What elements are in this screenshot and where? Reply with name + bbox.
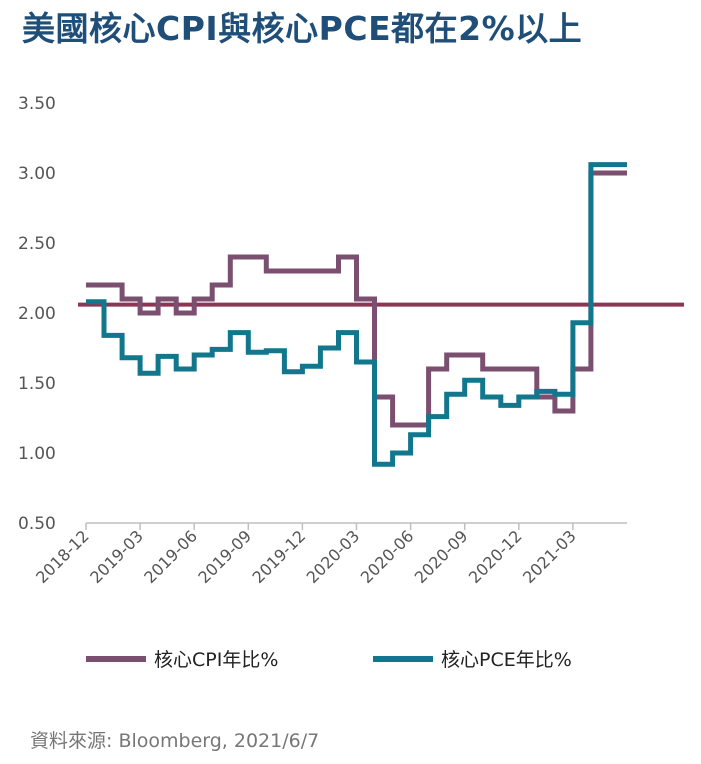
chart-title: 美國核心CPI與核心PCE都在2%以上 [22, 9, 583, 48]
x-tick-label: 2019-09 [194, 526, 255, 587]
y-tick-label: 1.50 [18, 374, 56, 394]
x-tick-label: 2019-03 [86, 526, 147, 587]
x-tick-label: 2018-12 [32, 526, 93, 587]
legend-item-cpi: 核心CPI年比% [86, 645, 278, 672]
y-tick-label: 1.00 [18, 444, 56, 464]
x-tick-label: 2020-06 [357, 526, 418, 587]
y-axis: 3.50 3.00 2.50 2.00 1.50 1.00 0.50 [18, 94, 56, 534]
legend-swatch-pce [373, 655, 433, 662]
x-tick-label: 2019-12 [249, 526, 310, 587]
source-note: 資料來源: Bloomberg, 2021/6/7 [30, 730, 320, 752]
y-tick-label: 3.50 [18, 94, 56, 114]
y-tick-label: 0.50 [18, 514, 56, 534]
legend-label-cpi: 核心CPI年比% [154, 649, 279, 671]
x-tick-label: 2020-09 [411, 526, 472, 587]
plot-area [78, 162, 684, 467]
y-tick-label: 3.00 [18, 164, 56, 184]
y-tick-label: 2.50 [18, 234, 56, 254]
x-tick-label: 2020-12 [465, 526, 526, 587]
x-axis: 2018-122019-032019-062019-092019-122020-… [32, 522, 627, 587]
x-tick-label: 2019-06 [140, 526, 201, 587]
x-tick-label: 2021-03 [519, 526, 580, 587]
legend-item-pce: 核心PCE年比% [373, 645, 572, 672]
series-line-core-pce [86, 162, 627, 467]
x-tick-label: 2020-03 [303, 526, 364, 587]
line-chart: 3.503.002.502.001.501.000.50 2018-122019… [18, 94, 684, 587]
series-line-core-cpi [86, 170, 627, 428]
legend-label-pce: 核心PCE年比% [441, 649, 572, 671]
legend-swatch-cpi [86, 655, 146, 662]
y-tick-label: 2.00 [18, 304, 56, 324]
